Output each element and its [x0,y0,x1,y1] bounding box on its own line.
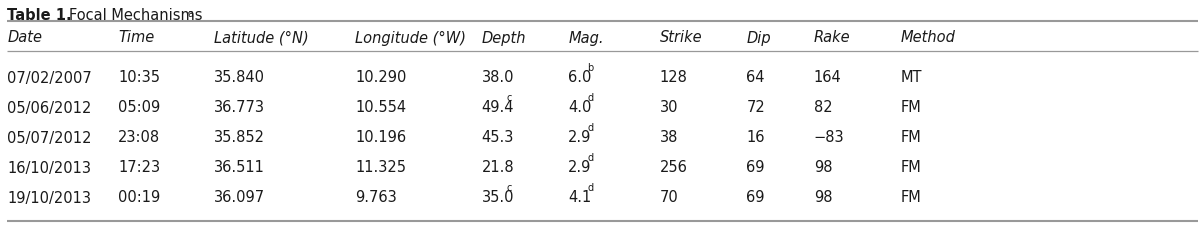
Text: 35.852: 35.852 [214,130,265,145]
Text: −83: −83 [814,130,844,145]
Text: 10:35: 10:35 [118,70,160,85]
Text: Latitude (°N): Latitude (°N) [214,30,309,45]
Text: Date: Date [7,30,42,45]
Text: 05/06/2012: 05/06/2012 [7,100,92,115]
Text: FM: FM [901,130,921,145]
Text: 00:19: 00:19 [118,190,160,205]
Text: 11.325: 11.325 [355,160,406,175]
Text: 36.097: 36.097 [214,190,265,205]
Text: 36.773: 36.773 [214,100,265,115]
Text: FM: FM [901,100,921,115]
Text: Rake: Rake [814,30,850,45]
Text: 69: 69 [746,160,765,175]
Text: 128: 128 [660,70,687,85]
Text: 98: 98 [814,190,832,205]
Text: c: c [507,93,512,103]
Text: 6.0: 6.0 [568,70,591,85]
Text: Focal Mechanisms: Focal Mechanisms [69,8,202,23]
Text: c: c [507,182,512,192]
Text: Mag.: Mag. [568,30,603,45]
Text: d: d [588,152,594,162]
Text: 35.0: 35.0 [482,190,514,205]
Text: 05/07/2012: 05/07/2012 [7,130,92,145]
Text: a: a [188,9,193,19]
Text: 21.8: 21.8 [482,160,514,175]
Text: d: d [588,93,594,103]
Text: 38.0: 38.0 [482,70,514,85]
Text: 64: 64 [746,70,765,85]
Text: 10.554: 10.554 [355,100,406,115]
Text: 30: 30 [660,100,678,115]
Text: 164: 164 [814,70,842,85]
Text: 17:23: 17:23 [118,160,160,175]
Text: 05:09: 05:09 [118,100,160,115]
Text: 16: 16 [746,130,765,145]
Text: 45.3: 45.3 [482,130,514,145]
Text: 35.840: 35.840 [214,70,265,85]
Text: FM: FM [901,190,921,205]
Text: 98: 98 [814,160,832,175]
Text: 07/02/2007: 07/02/2007 [7,70,92,85]
Text: 69: 69 [746,190,765,205]
Text: 49.4: 49.4 [482,100,514,115]
Text: 16/10/2013: 16/10/2013 [7,160,92,175]
Text: d: d [588,122,594,132]
Text: Dip: Dip [746,30,771,45]
Text: 4.0: 4.0 [568,100,591,115]
Text: 2.9: 2.9 [568,160,591,175]
Text: 19/10/2013: 19/10/2013 [7,190,92,205]
Text: Depth: Depth [482,30,526,45]
Text: d: d [588,182,594,192]
Text: 9.763: 9.763 [355,190,397,205]
Text: Longitude (°W): Longitude (°W) [355,30,466,45]
Text: 2.9: 2.9 [568,130,591,145]
Text: b: b [588,63,594,73]
Text: 38: 38 [660,130,678,145]
Text: 10.196: 10.196 [355,130,406,145]
Text: 256: 256 [660,160,687,175]
Text: 36.511: 36.511 [214,160,265,175]
Text: FM: FM [901,160,921,175]
Text: 10.290: 10.290 [355,70,407,85]
Text: Time: Time [118,30,154,45]
Text: 72: 72 [746,100,766,115]
Text: Method: Method [901,30,956,45]
Text: 82: 82 [814,100,832,115]
Text: 4.1: 4.1 [568,190,591,205]
Text: 70: 70 [660,190,679,205]
Text: MT: MT [901,70,922,85]
Text: Strike: Strike [660,30,702,45]
Text: Table 1.: Table 1. [7,8,72,23]
Text: 23:08: 23:08 [118,130,160,145]
